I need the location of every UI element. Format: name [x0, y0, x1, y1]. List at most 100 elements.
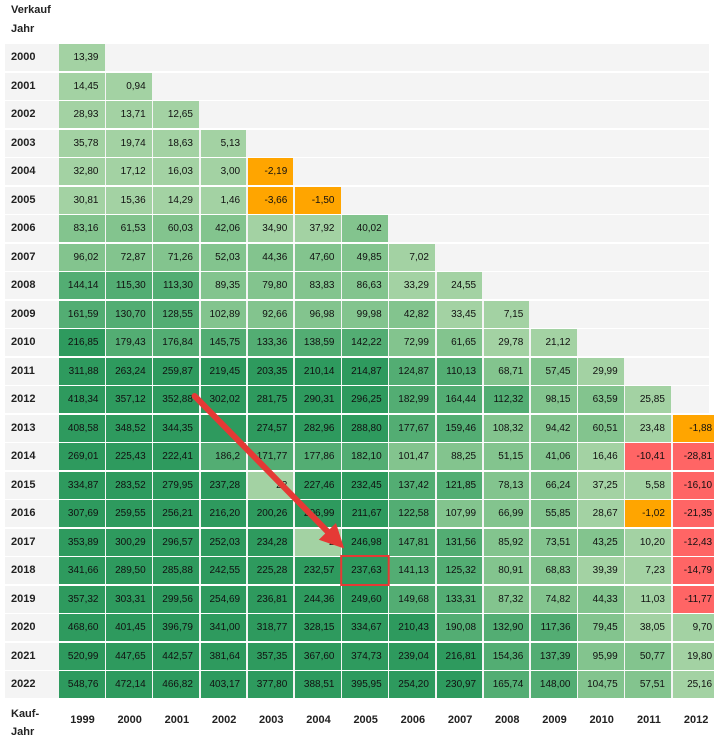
cell-2020-2003: 318,77	[247, 614, 294, 641]
cell-2016-2000: 259,55	[106, 500, 152, 527]
cell-2010-2006: 72,99	[389, 329, 435, 356]
cell-2014-2000: 225,43	[106, 443, 152, 470]
cell-2020-2010: 79,45	[578, 614, 624, 641]
row-label-2022: 2022	[11, 678, 36, 690]
cell-2021-2000: 447,65	[106, 642, 152, 670]
cell-2019-2007: 133,31	[436, 585, 483, 613]
cell-2008-2000: 115,30	[106, 272, 152, 299]
cell-2015-2004: 227,46	[295, 471, 341, 499]
cell-2015-2001: 279,95	[153, 471, 199, 499]
cell-2014-2002: 186,2	[200, 443, 247, 470]
cell-2017-2004: 2	[295, 528, 341, 556]
cell-2009-2000: 130,70	[106, 300, 152, 328]
cell-2014-2011: -10,41	[625, 443, 671, 470]
row-label-2004: 2004	[11, 165, 36, 177]
cell-2014-2010: 16,46	[578, 443, 624, 470]
cell-2016-2005: 211,67	[342, 500, 388, 527]
cell-2013-2005: 288,80	[342, 414, 388, 442]
cell-2012-2011: 25,85	[625, 386, 671, 413]
cell-2016-2007: 107,99	[436, 500, 483, 527]
cell-2020-1999: 468,60	[59, 614, 105, 641]
column-label-2010: 2010	[589, 714, 614, 726]
cell-2019-2005: 249,60	[342, 585, 388, 613]
cell-2022-2008: 165,74	[483, 671, 530, 698]
cell-2010-2001: 176,84	[153, 329, 199, 356]
cell-2011-1999: 311,88	[59, 357, 105, 385]
cell-2021-2003: 357,35	[247, 642, 294, 670]
cell-2020-2009: 117,36	[531, 614, 577, 641]
cell-2011-2006: 124,87	[389, 357, 435, 385]
cell-2017-2001: 296,57	[153, 528, 199, 556]
cell-2019-2001: 299,56	[153, 585, 199, 613]
cell-2013-2008: 108,32	[483, 414, 530, 442]
cell-2020-2005: 334,67	[342, 614, 388, 641]
cell-2021-2008: 154,36	[483, 642, 530, 670]
cell-2022-2002: 403,17	[200, 671, 247, 698]
cell-2017-2009: 73,51	[531, 528, 577, 556]
cell-2019-2009: 74,82	[531, 585, 577, 613]
cell-2019-2011: 11,03	[625, 585, 671, 613]
cell-2019-2008: 87,32	[483, 585, 530, 613]
cell-2013-2010: 60,51	[578, 414, 624, 442]
cell-2021-2012: 19,80	[672, 642, 714, 670]
row-label-2000: 2000	[11, 51, 36, 63]
cell-2001-2000: 0,94	[106, 72, 152, 100]
column-label-2000: 2000	[117, 714, 142, 726]
cell-2021-2005: 374,73	[342, 642, 388, 670]
cell-2018-2001: 285,88	[153, 557, 199, 584]
cell-2001-1999: 14,45	[59, 72, 105, 100]
cell-2022-2005: 395,95	[342, 671, 388, 698]
cell-2021-2004: 367,60	[295, 642, 341, 670]
cell-2021-2001: 442,57	[153, 642, 199, 670]
cell-2003-1999: 35,78	[59, 129, 105, 157]
cell-2003-2000: 19,74	[106, 129, 152, 157]
cell-2016-2011: -1,02	[625, 500, 671, 527]
cell-2003-2002: 5,13	[200, 129, 247, 157]
cell-2018-2007: 125,32	[436, 557, 483, 584]
cell-2009-2008: 7,15	[483, 300, 530, 328]
cell-2012-2006: 182,99	[389, 386, 435, 413]
cell-2010-2005: 142,22	[342, 329, 388, 356]
column-label-2002: 2002	[211, 714, 237, 726]
cell-2015-2007: 121,85	[436, 471, 483, 499]
cell-2012-1999: 418,34	[59, 386, 105, 413]
cell-2005-2004: -1,50	[295, 186, 341, 214]
column-label-2008: 2008	[495, 714, 520, 726]
cell-2010-2000: 179,43	[106, 329, 152, 356]
cell-2017-1999: 353,89	[59, 528, 105, 556]
cell-2007-2004: 47,60	[295, 243, 341, 271]
row-label-2021: 2021	[11, 649, 36, 662]
cell-2009-2002: 102,89	[200, 300, 247, 328]
cell-2017-2011: 10,20	[625, 528, 671, 556]
cell-2014-2007: 88,25	[436, 443, 483, 470]
cell-2011-2003: 203,35	[247, 357, 294, 385]
cell-2015-2008: 78,13	[483, 471, 530, 499]
cell-2013-2002	[200, 414, 247, 442]
cell-2015-2000: 283,52	[106, 471, 152, 499]
row-label-2013: 2013	[11, 421, 36, 434]
cell-2022-2000: 472,14	[106, 671, 152, 698]
cell-2013-2001: 344,35	[153, 414, 199, 442]
cell-2016-1999: 307,69	[59, 500, 105, 527]
cell-2004-1999: 32,80	[59, 158, 105, 185]
row-label-2007: 2007	[11, 250, 36, 263]
cell-2002-1999: 28,93	[59, 101, 105, 128]
cell-2017-2005: 246,98	[342, 528, 388, 556]
cell-2012-2008: 112,32	[483, 386, 530, 413]
cell-2018-1999: 341,66	[59, 557, 105, 584]
cell-2012-2000: 357,12	[106, 386, 152, 413]
row-label-2003: 2003	[11, 136, 36, 149]
cell-2021-1999: 520,99	[59, 642, 105, 670]
cell-2011-2004: 210,14	[295, 357, 341, 385]
cell-2019-2012: -11,77	[672, 585, 714, 613]
cell-2010-2002: 145,75	[200, 329, 247, 356]
cell-2017-2003: 234,28	[247, 528, 294, 556]
cell-2016-2008: 66,99	[483, 500, 530, 527]
cell-2017-2012: -12,43	[672, 528, 714, 556]
column-label-2004: 2004	[306, 714, 331, 726]
row-label-2016: 2016	[11, 507, 36, 519]
cell-2011-2001: 259,87	[153, 357, 199, 385]
cell-2007-2003: 44,36	[247, 243, 294, 271]
cell-2008-2002: 89,35	[200, 272, 247, 299]
row-label-2006: 2006	[11, 222, 36, 234]
